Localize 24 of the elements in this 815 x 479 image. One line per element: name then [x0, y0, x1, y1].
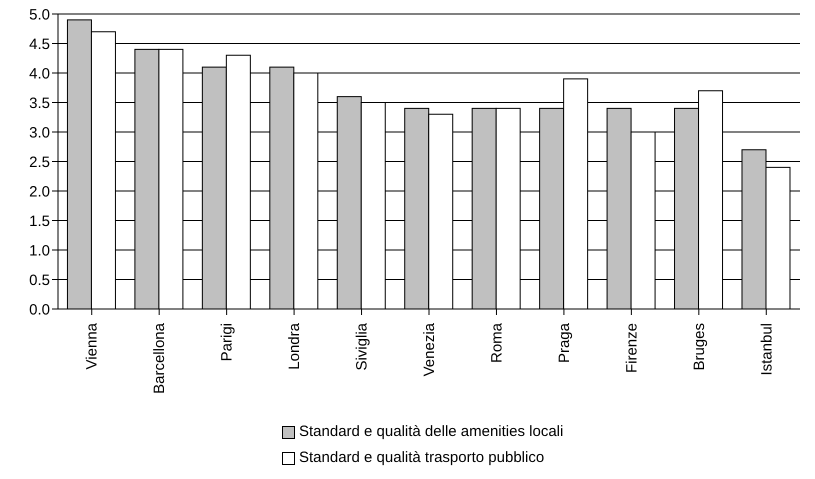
- y-tick-label: 3.5: [29, 94, 50, 112]
- y-tick-label: 0.0: [29, 301, 50, 318]
- y-tick-label: 2.0: [29, 183, 50, 200]
- y-tick-label: 0.5: [29, 272, 50, 289]
- y-tick-label: 1.5: [29, 212, 50, 230]
- x-tick-label: Istanbul: [758, 323, 776, 376]
- x-tick-label: Londra: [286, 322, 304, 370]
- x-tick-label: Praga: [556, 322, 573, 364]
- x-tick-label: Bruges: [690, 323, 708, 371]
- x-tick-label: Parigi: [218, 323, 236, 362]
- y-tick-label: 2.5: [29, 154, 50, 171]
- y-tick-label: 1.0: [29, 242, 50, 260]
- y-tick-label: 3.0: [29, 124, 50, 142]
- y-tick-label: 5.0: [29, 6, 50, 24]
- x-tick-label: Roma: [488, 322, 506, 364]
- x-tick-label: Siviglia: [354, 322, 371, 371]
- legend-label: Standard e qualità trasporto pubblico: [299, 448, 544, 468]
- x-tick-label: Vienna: [84, 322, 101, 370]
- y-tick-label: 4.0: [29, 65, 50, 82]
- y-tick-label: 4.5: [29, 36, 50, 53]
- x-tick-label: Barcellona: [151, 322, 168, 394]
- legend-label: Standard e qualità delle amenities locali: [299, 422, 564, 442]
- x-tick-label: Firenze: [623, 323, 640, 374]
- x-tick-label: Venezia: [421, 322, 438, 376]
